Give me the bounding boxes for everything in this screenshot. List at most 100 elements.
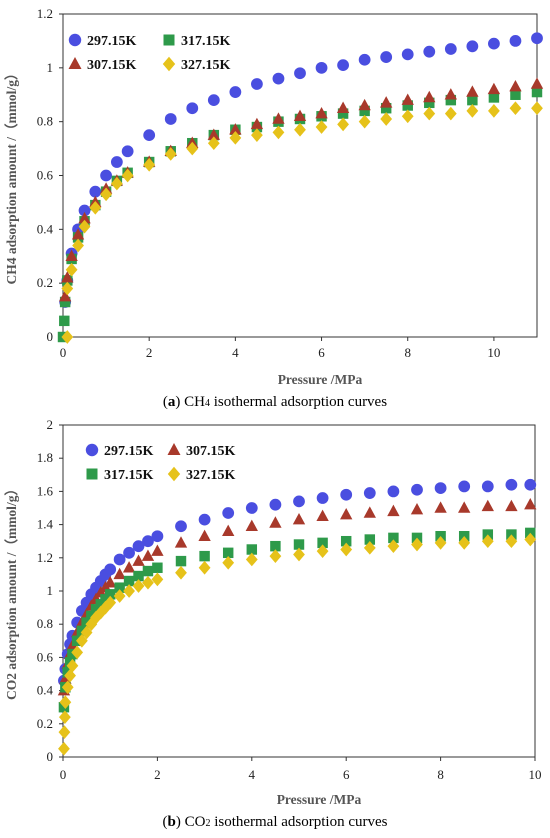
x-tick-label: 0 xyxy=(60,767,67,782)
data-point-297-15k xyxy=(251,78,263,90)
y-tick-label: 0.8 xyxy=(37,114,53,129)
data-point-327-15k xyxy=(531,101,543,116)
series-327-15k xyxy=(58,532,537,756)
data-point-307-15k xyxy=(113,567,126,580)
data-point-297-15k xyxy=(358,53,371,66)
data-point-307-15k xyxy=(272,112,285,124)
data-point-327-15k xyxy=(143,157,156,172)
data-point-297-15k xyxy=(132,540,145,553)
data-point-297-15k xyxy=(100,169,112,182)
legend-label-327-15k: 327.15K xyxy=(186,468,236,483)
data-point-307-15k xyxy=(250,117,264,130)
legend-marker-297-15k xyxy=(68,33,82,47)
data-point-297-15k xyxy=(143,129,156,142)
data-point-327-15k xyxy=(75,633,88,648)
data-point-317-15k xyxy=(317,537,328,549)
data-point-297-15k xyxy=(524,478,537,491)
data-point-317-15k xyxy=(104,589,116,600)
data-point-327-15k xyxy=(61,281,74,296)
data-point-327-15k xyxy=(272,125,285,140)
data-point-327-15k xyxy=(387,539,400,554)
y-axis-title: CO2 adsorption amount /（mmol/g） xyxy=(4,482,19,700)
data-point-327-15k xyxy=(337,117,349,132)
data-point-327-15k xyxy=(66,658,79,673)
data-point-297-15k xyxy=(222,507,235,519)
data-point-327-15k xyxy=(401,109,414,124)
data-point-327-15k xyxy=(78,219,91,234)
data-point-297-15k xyxy=(207,94,220,107)
data-point-327-15k xyxy=(363,541,376,555)
data-point-327-15k xyxy=(58,710,71,724)
data-point-297-15k xyxy=(531,32,543,45)
data-point-317-15k xyxy=(337,108,349,119)
y-tick-label: 1 xyxy=(47,583,54,598)
data-point-317-15k xyxy=(133,570,144,582)
data-point-297-15k xyxy=(401,48,414,61)
data-point-307-15k xyxy=(269,516,282,528)
data-point-327-15k xyxy=(151,572,164,587)
data-point-327-15k xyxy=(72,238,84,253)
data-point-317-15k xyxy=(467,94,478,106)
data-point-317-15k xyxy=(402,100,413,111)
data-point-317-15k xyxy=(510,89,521,100)
data-point-297-15k xyxy=(269,498,282,511)
data-point-307-15k xyxy=(207,128,220,140)
data-point-297-15k xyxy=(509,35,522,47)
data-point-307-15k xyxy=(434,501,447,513)
data-point-327-15k xyxy=(466,104,479,118)
data-point-297-15k xyxy=(272,72,285,85)
data-point-327-15k xyxy=(132,579,145,593)
data-point-297-15k xyxy=(363,487,376,499)
y-tick-label: 0.8 xyxy=(37,616,53,631)
data-point-317-15k xyxy=(81,617,92,628)
data-point-297-15k xyxy=(123,546,135,559)
data-point-297-15k xyxy=(245,502,258,514)
data-point-307-15k xyxy=(174,536,188,548)
data-point-297-15k xyxy=(151,530,164,543)
data-point-327-15k xyxy=(509,101,522,116)
data-point-327-15k xyxy=(121,168,134,183)
legend: 297.15K 317.15K 307.15K 327.15K xyxy=(68,33,231,73)
data-point-327-15k xyxy=(175,565,187,580)
data-point-307-15k xyxy=(363,506,376,518)
y-tick-label: 0 xyxy=(47,749,54,764)
y-tick-label: 1.4 xyxy=(37,517,54,532)
data-point-307-15k xyxy=(387,504,400,517)
data-point-317-15k xyxy=(380,102,392,114)
data-point-307-15k xyxy=(358,98,371,111)
data-point-327-15k xyxy=(251,128,263,142)
legend-marker-327-15k xyxy=(167,466,181,482)
data-point-327-15k xyxy=(524,532,537,547)
legend: 297.15K 307.15K 317.15K 327.15K xyxy=(85,443,236,483)
data-point-307-15k xyxy=(293,109,307,122)
data-point-307-15k xyxy=(229,123,242,135)
data-point-327-15k xyxy=(229,130,242,145)
data-point-317-15k xyxy=(270,540,281,552)
data-point-327-15k xyxy=(89,200,102,215)
data-point-327-15k xyxy=(380,112,393,126)
data-point-297-15k xyxy=(89,185,102,198)
legend-label-317-15k: 317.15K xyxy=(104,468,154,483)
data-point-307-15k xyxy=(315,106,328,119)
y-tick-label: 1.2 xyxy=(37,550,53,565)
data-point-327-15k xyxy=(358,114,371,129)
data-point-327-15k xyxy=(58,725,71,739)
x-tick-label: 6 xyxy=(318,345,325,360)
y-tick-label: 0.6 xyxy=(37,649,54,664)
data-point-307-15k xyxy=(71,228,85,240)
data-point-327-15k xyxy=(113,589,126,603)
data-point-327-15k xyxy=(110,176,123,191)
data-point-317-15k xyxy=(152,562,163,573)
data-point-307-15k xyxy=(122,561,136,573)
data-point-327-15k xyxy=(207,136,220,151)
legend-marker-297-15k xyxy=(85,443,99,457)
data-point-297-15k xyxy=(110,156,123,168)
data-point-297-15k xyxy=(164,113,177,125)
data-point-297-15k xyxy=(340,488,353,501)
data-point-327-15k xyxy=(423,106,436,121)
data-point-327-15k xyxy=(64,668,76,683)
data-point-297-15k xyxy=(380,51,393,63)
data-point-297-15k xyxy=(444,43,457,55)
data-point-327-15k xyxy=(481,534,494,549)
y-tick-label: 0 xyxy=(47,329,54,344)
